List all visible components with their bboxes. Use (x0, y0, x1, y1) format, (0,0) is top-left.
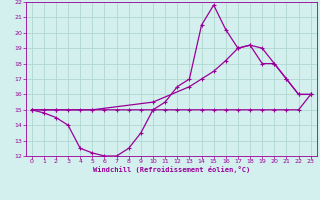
X-axis label: Windchill (Refroidissement éolien,°C): Windchill (Refroidissement éolien,°C) (92, 166, 250, 173)
